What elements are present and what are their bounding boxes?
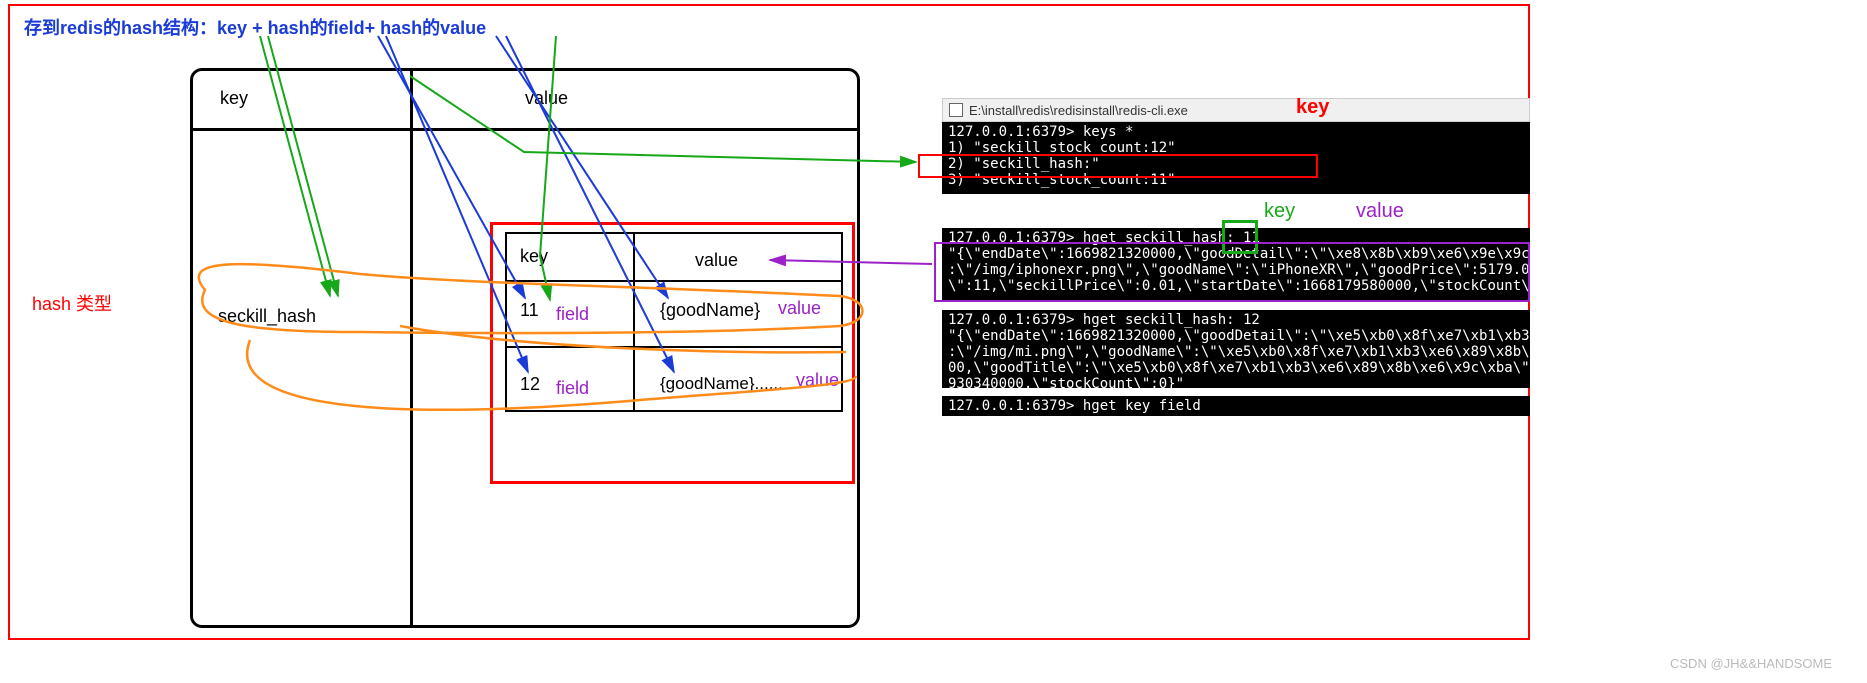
- title: 存到redis的hash结构：key + hash的field+ hash的va…: [24, 14, 486, 40]
- terminal-4: 127.0.0.1:6379> hget key field: [942, 396, 1530, 416]
- outer-table-hdr-line: [190, 128, 860, 131]
- inner-key-hdr: key: [520, 246, 548, 267]
- terminal-icon: [949, 103, 963, 117]
- inner-row1-k: 12: [520, 374, 540, 395]
- watermark: CSDN @JH&&HANDSOME: [1670, 656, 1832, 671]
- value-label-purple: value: [1356, 200, 1404, 223]
- terminal-path: E:\install\redis\redisinstall\redis-cli.…: [969, 103, 1188, 118]
- outer-key-val: seckill_hash: [218, 306, 316, 327]
- purple-value-box: [934, 242, 1530, 302]
- outer-table-vdiv: [410, 68, 413, 628]
- key-label-red: key: [1296, 96, 1329, 119]
- inner-row1-val: value: [796, 370, 839, 391]
- outer-key-hdr: key: [220, 88, 248, 109]
- key-label-green: key: [1264, 200, 1295, 223]
- inner-row1-fld: field: [556, 378, 589, 399]
- terminal-3: 127.0.0.1:6379> hget seckill_hash: 12 "{…: [942, 310, 1530, 388]
- red-selection-box: [918, 154, 1318, 178]
- inner-row0-val: value: [778, 298, 821, 319]
- inner-row1-v: {goodName}......: [660, 374, 783, 394]
- inner-row0-k: 11: [520, 300, 539, 321]
- terminal-titlebar: E:\install\redis\redisinstall\redis-cli.…: [942, 98, 1530, 122]
- inner-row0-fld: field: [556, 304, 589, 325]
- inner-value-hdr: value: [695, 250, 738, 271]
- inner-row0-v: {goodName}: [660, 300, 760, 321]
- outer-value-hdr: value: [525, 88, 568, 109]
- hash-type-label: hash 类型: [32, 290, 112, 316]
